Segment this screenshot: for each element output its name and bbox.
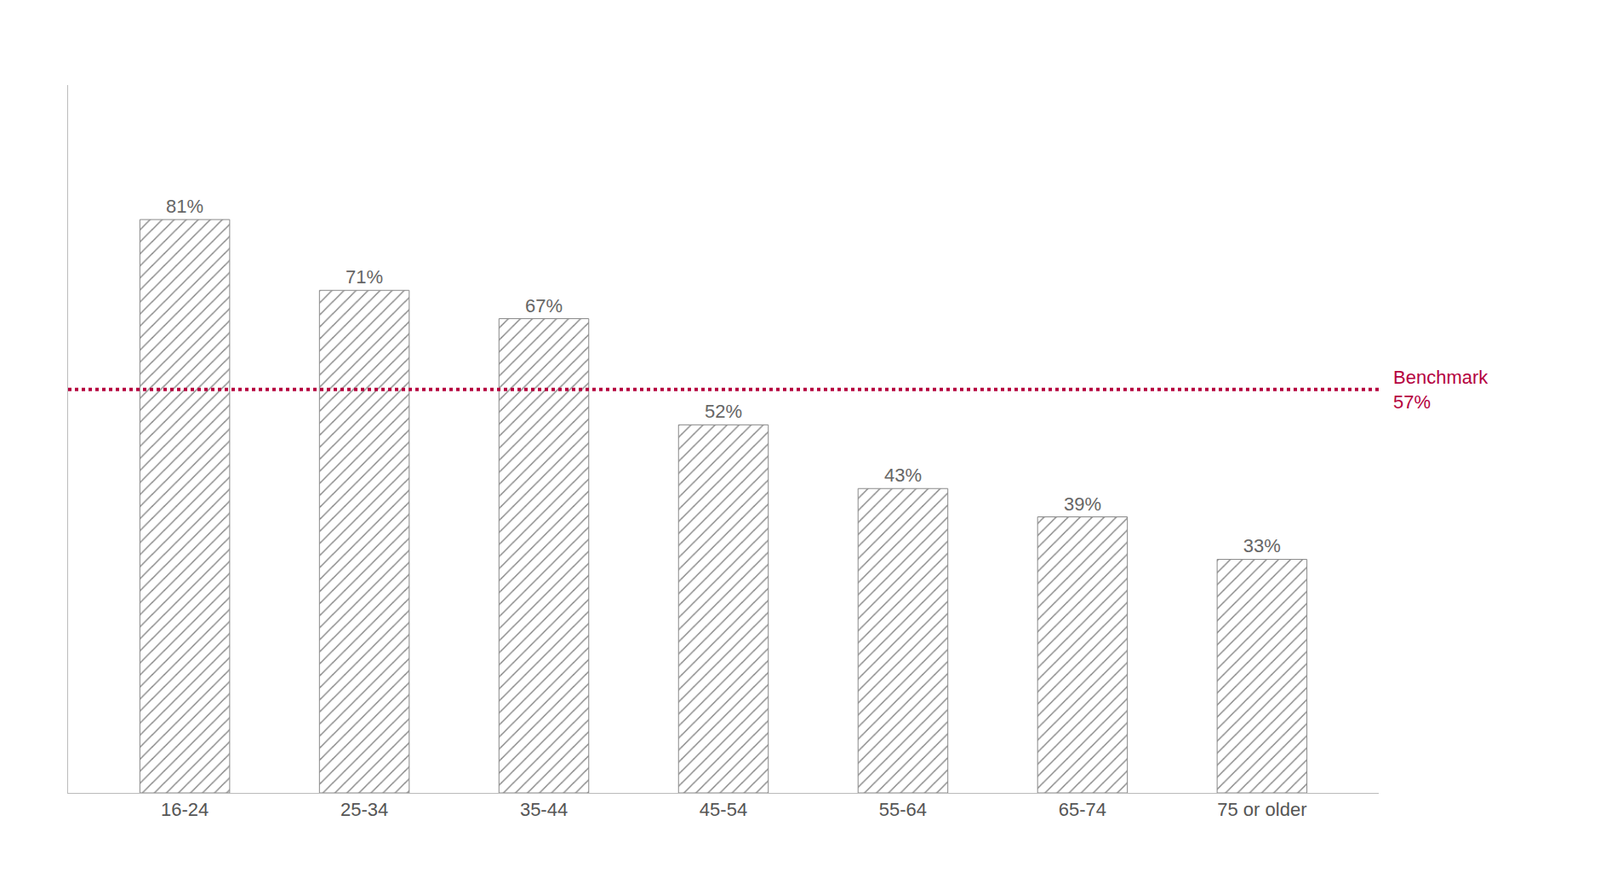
svg-text:57%: 57% bbox=[1393, 391, 1431, 413]
svg-text:35-44: 35-44 bbox=[520, 799, 568, 821]
svg-text:39%: 39% bbox=[1063, 493, 1102, 515]
svg-text:25-34: 25-34 bbox=[340, 799, 389, 821]
svg-text:43%: 43% bbox=[884, 464, 922, 486]
svg-text:33%: 33% bbox=[1243, 535, 1281, 557]
svg-text:75 or older: 75 or older bbox=[1217, 799, 1307, 821]
svg-text:45-54: 45-54 bbox=[699, 799, 748, 821]
svg-text:16-24: 16-24 bbox=[160, 799, 209, 821]
svg-text:Benchmark: Benchmark bbox=[1393, 366, 1489, 389]
svg-text:55-64: 55-64 bbox=[879, 799, 927, 821]
svg-text:52%: 52% bbox=[704, 400, 743, 423]
svg-text:81%: 81% bbox=[165, 195, 204, 218]
svg-text:65-74: 65-74 bbox=[1058, 799, 1107, 821]
svg-text:67%: 67% bbox=[525, 295, 563, 317]
svg-text:71%: 71% bbox=[345, 266, 383, 288]
